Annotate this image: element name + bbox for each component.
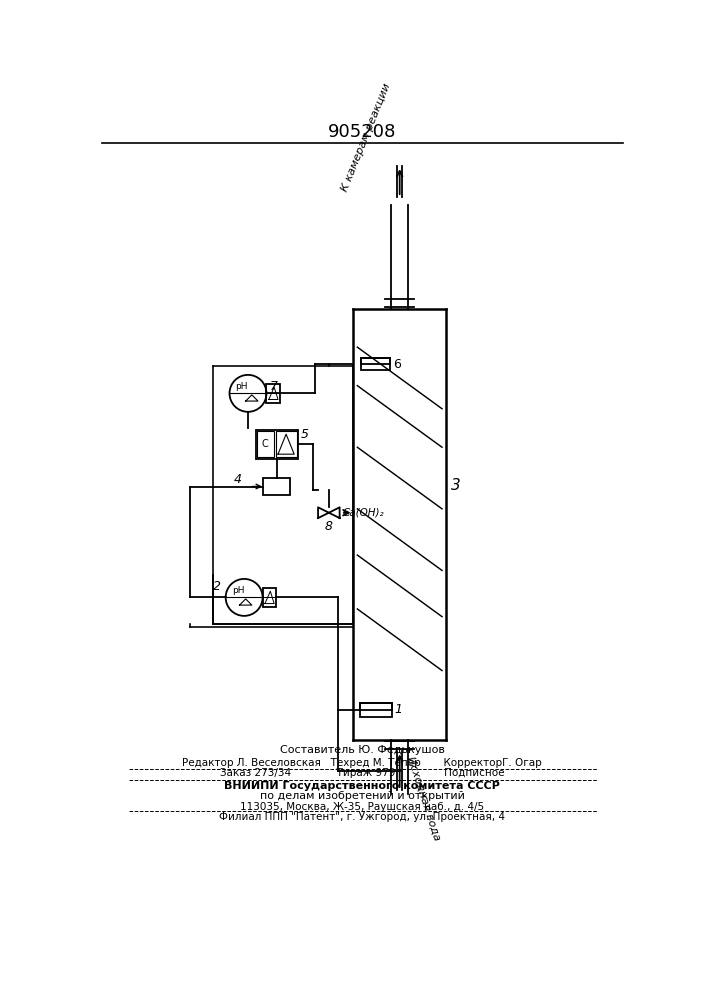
- Bar: [361, 358, 390, 364]
- Text: 6: 6: [393, 358, 401, 371]
- Bar: [361, 358, 390, 370]
- Bar: [257, 431, 274, 457]
- Text: Исходная вода: Исходная вода: [406, 755, 443, 842]
- Bar: [360, 703, 392, 710]
- Text: Заказ 273/34              Тираж 979               Подписное: Заказ 273/34 Тираж 979 Подписное: [220, 768, 504, 778]
- Text: 7: 7: [270, 379, 279, 392]
- Text: Составитель Ю. Федькушов: Составитель Ю. Федькушов: [279, 745, 445, 755]
- Text: 8: 8: [325, 520, 333, 533]
- Bar: [264, 478, 291, 495]
- Text: 5: 5: [301, 428, 309, 441]
- Text: 2: 2: [214, 580, 221, 593]
- Text: рН: рН: [235, 382, 248, 391]
- Text: ВНИИПИ Государственного комитета СССР: ВНИИПИ Государственного комитета СССР: [224, 781, 500, 791]
- Bar: [262, 588, 276, 607]
- Text: 1: 1: [395, 703, 402, 716]
- Text: С: С: [262, 439, 269, 449]
- Text: рН: рН: [232, 586, 244, 595]
- Bar: [256, 430, 298, 459]
- Text: 4: 4: [234, 473, 242, 486]
- Bar: [276, 431, 296, 457]
- Text: К камерам реакции: К камерам реакции: [339, 82, 392, 193]
- Text: 905208: 905208: [328, 123, 396, 141]
- Bar: [267, 384, 281, 403]
- Text: по делам изобретений и открытий: по делам изобретений и открытий: [259, 791, 464, 801]
- Text: 113035, Москва, Ж-35, Раушская наб., д. 4/5: 113035, Москва, Ж-35, Раушская наб., д. …: [240, 802, 484, 812]
- Text: Филиал ППП "Патент", г. Ужгород, ул. Проектная, 4: Филиал ППП "Патент", г. Ужгород, ул. Про…: [219, 812, 505, 822]
- Text: Редактор Л. Веселовская   Техред М. Тепер       КорректорГ. Огар: Редактор Л. Веселовская Техред М. Тепер …: [182, 758, 542, 768]
- Text: 3: 3: [450, 478, 460, 493]
- Bar: [360, 703, 392, 717]
- Text: Ca(OH)₂: Ca(OH)₂: [343, 508, 385, 518]
